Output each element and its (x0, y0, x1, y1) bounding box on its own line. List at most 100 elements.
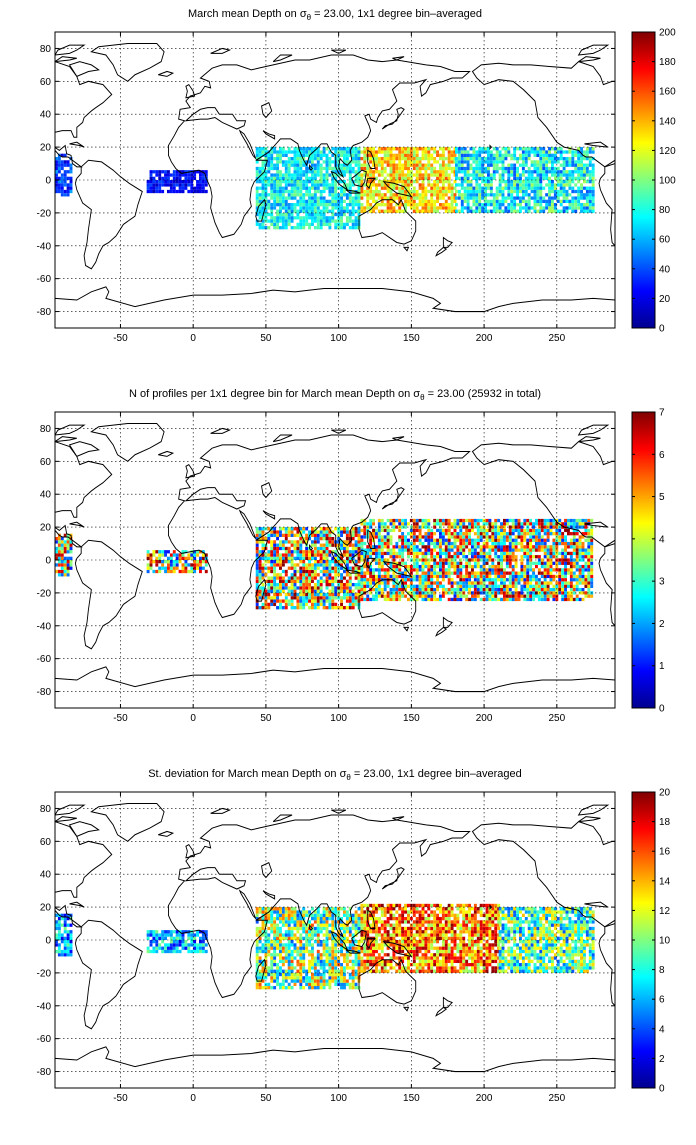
data-cell (331, 540, 335, 544)
data-cell (497, 558, 501, 562)
data-cell (539, 206, 543, 210)
data-cell (279, 556, 282, 560)
data-cell (319, 176, 323, 180)
data-cell (453, 568, 457, 572)
data-cell (184, 569, 188, 574)
data-cell (340, 196, 343, 200)
data-cell (366, 186, 370, 190)
data-cell (273, 596, 277, 600)
data-cell (523, 535, 527, 539)
data-cell (311, 176, 314, 180)
data-cell (412, 180, 416, 184)
data-cell (485, 587, 489, 592)
data-cell (276, 156, 279, 161)
data-cell (575, 532, 579, 536)
data-cell (540, 574, 544, 579)
data-cell (345, 563, 349, 567)
data-cell (261, 536, 265, 541)
colorbar-tick-label: 5 (659, 492, 665, 503)
data-cell (279, 219, 282, 223)
data-cell (363, 522, 367, 526)
data-cell (494, 578, 498, 582)
data-cell (308, 556, 311, 560)
data-cell (498, 160, 502, 164)
data-cell (546, 564, 550, 569)
data-cell (510, 156, 514, 161)
data-cell (55, 936, 58, 940)
data-cell (574, 176, 578, 180)
data-cell (377, 538, 381, 542)
data-cell (337, 212, 341, 217)
data-cell (545, 166, 549, 171)
data-cell (439, 584, 442, 588)
data-cell (196, 170, 199, 174)
data-cell (511, 551, 515, 556)
data-cell (401, 209, 405, 213)
data-cell (500, 597, 503, 602)
data-cell (460, 186, 464, 190)
data-cell (511, 571, 515, 575)
data-cell (316, 606, 320, 610)
data-cell (308, 156, 311, 161)
data-cell (305, 173, 309, 177)
data-cell (199, 189, 202, 194)
data-cell (319, 553, 323, 557)
data-cell (469, 147, 473, 151)
data-cell (398, 564, 402, 569)
data-cell (465, 564, 469, 569)
data-cell (299, 156, 303, 161)
data-cell (377, 163, 381, 167)
data-cell (421, 574, 425, 579)
data-cell (447, 597, 451, 602)
data-cell (465, 541, 469, 546)
data-cell (575, 574, 579, 579)
data-cell (546, 597, 550, 602)
data-cell (331, 176, 335, 180)
data-cell (524, 160, 528, 164)
data-cell (372, 597, 375, 602)
data-cell (392, 170, 396, 174)
data-cell (311, 199, 314, 204)
data-cell (447, 578, 451, 582)
data-cell (351, 553, 355, 557)
data-cell (453, 193, 457, 197)
data-cell (69, 180, 73, 184)
data-cell (523, 594, 527, 598)
data-cell (258, 153, 262, 157)
data-cell (513, 186, 517, 190)
data-cell (577, 173, 581, 177)
data-cell (311, 579, 314, 584)
data-cell (468, 535, 471, 539)
data-cell (488, 578, 492, 582)
data-cell (276, 219, 279, 223)
data-cell (488, 581, 492, 585)
data-cell (149, 566, 153, 570)
data-cell (146, 936, 150, 940)
data-cell (475, 206, 479, 210)
data-cell (63, 923, 67, 927)
data-cell (357, 556, 361, 560)
data-cell (492, 209, 496, 213)
data-cell (427, 203, 431, 207)
data-cell (545, 160, 549, 164)
data-cell (357, 150, 361, 154)
data-cell (383, 203, 387, 207)
data-cell (57, 569, 61, 574)
data-cell (556, 156, 560, 161)
data-cell (398, 597, 402, 602)
data-cell (484, 183, 487, 187)
data-cell (398, 147, 402, 151)
data-cell (340, 180, 343, 184)
data-cell (401, 571, 405, 575)
data-cell (60, 953, 64, 957)
data-cell (354, 530, 358, 534)
data-cell (529, 548, 533, 552)
data-cell (164, 560, 167, 564)
data-cell (193, 176, 197, 180)
data-cell (284, 206, 288, 210)
data-cell (572, 564, 576, 569)
data-cell (158, 553, 162, 557)
data-cell (69, 183, 73, 187)
data-cell (501, 180, 505, 184)
data-cell (418, 581, 422, 585)
